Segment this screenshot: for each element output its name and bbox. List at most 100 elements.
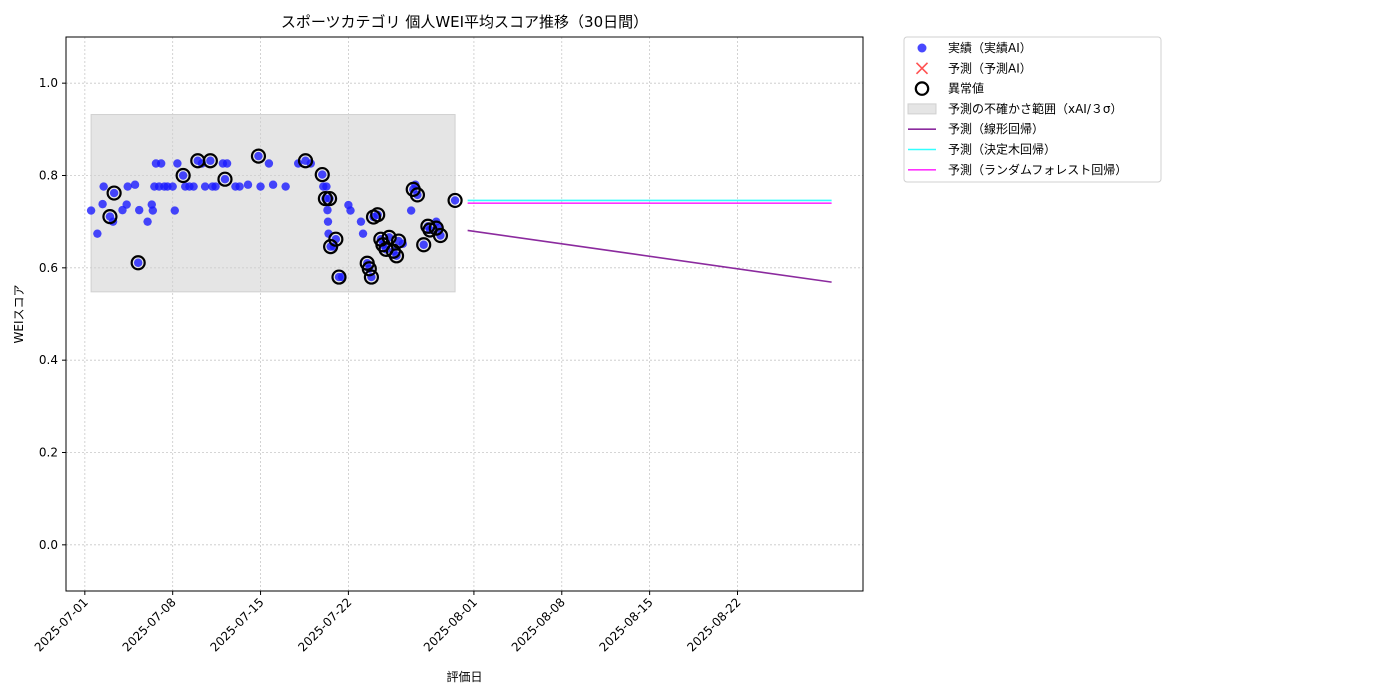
anomaly-marker xyxy=(314,166,330,183)
legend-entry-label: 実績（実績AI） xyxy=(948,40,1032,55)
uncertainty-band-layer xyxy=(90,114,456,293)
uncertainty-band xyxy=(90,114,456,293)
plot-frame xyxy=(65,36,864,592)
anomaly-marker xyxy=(175,167,191,184)
actual-point xyxy=(322,182,331,191)
actual-point xyxy=(323,205,332,215)
legend-marker-predicted xyxy=(915,62,929,75)
actual-point xyxy=(168,182,177,191)
legend-entry-label: 異常値 xyxy=(948,81,984,96)
actual-point xyxy=(200,182,210,191)
anomaly-marker xyxy=(317,190,333,207)
actual-point xyxy=(173,159,182,168)
y-axis-label: WEIスコア xyxy=(12,285,26,344)
anomaly-marker xyxy=(363,269,380,285)
legend-marker-anomaly xyxy=(914,81,930,96)
anomaly-marker xyxy=(250,148,267,164)
actual-point xyxy=(211,182,220,191)
actual-point xyxy=(109,188,119,198)
actual-point xyxy=(235,182,244,191)
actual-point xyxy=(220,174,230,184)
actual-point xyxy=(356,217,366,226)
actual-point xyxy=(358,229,368,238)
actual-point xyxy=(406,206,416,215)
x-tick-label: 2025-07-01 xyxy=(32,595,91,654)
actual-point xyxy=(93,229,102,238)
actual-point xyxy=(143,217,152,226)
anomaly-marker xyxy=(432,227,449,244)
anomaly-marker xyxy=(381,229,397,245)
anomaly-marker xyxy=(416,237,432,253)
x-tick-label: 2025-08-22 xyxy=(684,595,743,654)
anomaly-marker xyxy=(102,208,118,225)
chart-title: スポーツカテゴリ 個人WEI平均スコア推移（30日間） xyxy=(281,13,648,31)
actual-point xyxy=(156,159,166,168)
x-tick-label: 2025-08-08 xyxy=(509,595,568,654)
x-tick-label: 2025-08-01 xyxy=(421,595,480,654)
anomaly-marker xyxy=(391,233,407,249)
anomaly-marker xyxy=(106,185,122,201)
legend-marker-band xyxy=(907,103,937,115)
actual-point xyxy=(133,258,143,267)
actual-point xyxy=(346,206,355,215)
legend-entry-label: 予測（予測AI） xyxy=(948,61,1032,75)
actual-point xyxy=(99,182,108,191)
legend-entry-label: 予測（ランダムフォレスト回帰） xyxy=(948,162,1127,177)
legend-entry-label: 予測の不確かさ範囲（xAI/３σ） xyxy=(948,101,1123,116)
anomaly-marker xyxy=(447,192,463,209)
y-axis-ticks: 0.0 0.2 0.4 0.6 0.8 1.0 xyxy=(39,76,66,552)
actual-point xyxy=(135,205,144,215)
x-tick-label: 2025-08-15 xyxy=(597,595,656,654)
x-axis-ticks: 2025-07-01 2025-07-08 2025-07-15 2025-07-22… xyxy=(32,591,744,654)
actual-point xyxy=(122,200,131,209)
x-tick-label: 2025-07-08 xyxy=(120,595,179,654)
actual-point xyxy=(264,159,274,168)
y-tick-label: 0.8 xyxy=(39,169,58,183)
anomaly-marker xyxy=(388,248,405,264)
anomaly-marker xyxy=(297,153,314,169)
legend-box xyxy=(903,36,1162,183)
actual-point xyxy=(189,182,198,191)
legend-marker-actual xyxy=(917,43,927,53)
anomaly-marker xyxy=(409,187,426,203)
actual-point xyxy=(419,240,428,249)
actual-point xyxy=(178,171,188,180)
actual-point xyxy=(281,182,290,191)
anomaly-marker xyxy=(130,255,146,271)
actual-point xyxy=(243,180,253,189)
anomaly-marker xyxy=(361,261,377,277)
actual-point xyxy=(206,156,215,165)
y-tick-label: 0.2 xyxy=(39,446,58,460)
actual-point xyxy=(123,182,132,191)
actual-point xyxy=(254,151,263,161)
actual-point xyxy=(323,217,333,226)
prediction-line xyxy=(467,229,832,283)
actual-point xyxy=(170,206,179,215)
actual-point xyxy=(256,182,265,191)
anomaly-marker xyxy=(321,190,338,207)
legend-entry-label: 予測（線形回帰） xyxy=(948,121,1044,136)
y-tick-label: 0.0 xyxy=(39,538,58,552)
actual-point xyxy=(222,159,232,168)
anomaly-marker xyxy=(217,171,233,187)
y-tick-label: 1.0 xyxy=(39,76,58,90)
x-tick-label: 2025-07-22 xyxy=(295,595,354,654)
y-tick-label: 0.6 xyxy=(39,261,58,275)
anomaly-markers-layer xyxy=(102,148,463,285)
actual-point xyxy=(450,196,460,205)
anomaly-marker xyxy=(428,220,444,236)
y-tick-label: 0.4 xyxy=(39,353,58,367)
anomaly-marker xyxy=(202,153,218,169)
actual-point xyxy=(148,206,158,215)
actual-point xyxy=(318,170,327,179)
anomaly-marker xyxy=(328,231,344,247)
actual-point xyxy=(98,199,107,209)
actual-point xyxy=(268,180,278,189)
anomaly-marker xyxy=(370,207,386,223)
anomaly-marker xyxy=(331,269,347,285)
x-axis-label: 評価日 xyxy=(446,669,482,684)
x-tick-label: 2025-07-15 xyxy=(207,595,266,654)
